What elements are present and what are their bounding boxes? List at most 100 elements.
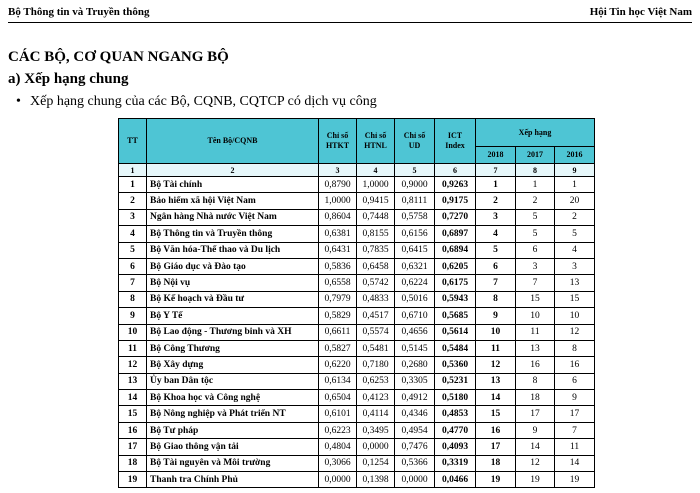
table-cell: 0,5481 [356,339,395,358]
data-row: 15 Bộ Nông nghiệp và Phát triển NT 0,6101 0… [118,405,596,423]
table-cell: 5 [475,241,516,259]
table-cell: 0,6504 [318,389,357,407]
table-cell: 9 [118,307,147,325]
table-cell: 0,5943 [434,290,476,309]
header-left: Bộ Thông tin và Truyền thông [8,6,150,18]
subsection-title: a) Xếp hạng chung [8,71,129,87]
table-cell: 0,6224 [394,274,435,292]
column-number: 6 [434,163,476,177]
table-cell: 0,5360 [434,356,476,374]
table-cell: 0,0000 [356,438,395,456]
table-cell: Bộ Thông tin và Truyền thông [146,225,319,243]
table-cell: 3 [553,257,596,276]
data-row: 7 Bộ Nội vụ 0,6558 0,5742 0,6224 0,6175 7 7 13 [118,274,596,292]
table-cell: 0,7979 [318,290,357,309]
table-cell: 1,0000 [318,192,357,210]
table-cell: 0,5366 [394,454,435,473]
table-cell: 0,8111 [394,192,435,210]
table-cell: 0,5829 [318,307,357,325]
table-cell: 0,4123 [356,389,395,407]
table-cell: 17 [475,438,516,456]
table-cell: 3 [515,257,555,276]
table-cell: 11 [515,323,555,341]
table-cell: 10 [118,323,147,341]
data-row: 14 Bộ Khoa học và Công nghệ 0,6504 0,4123 0,… [118,389,596,407]
table-cell: 1 [515,175,555,194]
column-number: 2 [146,163,319,177]
table-cell: 1 [118,175,147,194]
table-cell: 0,0466 [434,471,476,489]
data-row: 16 Bộ Tư pháp 0,6223 0,3495 0,4954 0,4770 16 9 7 [118,421,596,440]
table-cell: 17 [118,438,147,456]
header-right: Hội Tin học Việt Nam [589,6,692,18]
table-cell: 0,6175 [434,274,476,292]
table-cell: Bộ Công Thương [146,339,319,358]
table-cell: 16 [553,356,596,374]
table-cell: 2 [475,192,516,210]
table-cell: 8 [475,290,516,309]
table-cell: 0,3305 [394,372,435,391]
table-cell: 1,0000 [356,175,395,194]
table-cell: 0,4804 [318,438,357,456]
table-cell: 0,4656 [394,323,435,341]
data-row: 17 Bộ Giao thông vận tải 0,4804 0,0000 0,747… [118,438,596,456]
data-row: 4 Bộ Thông tin và Truyền thông 0,6381 0,815… [118,225,596,243]
table-cell: 0,4093 [434,438,476,456]
table-cell: 0,5685 [434,307,476,325]
table-cell: 5 [515,208,555,227]
table-cell: 15 [118,405,147,423]
data-row: 5 Bộ Văn hóa-Thể thao và Du lịch 0,6431 0,7… [118,241,596,259]
table-cell: 7 [475,274,516,292]
table-cell: 0,5145 [394,339,435,358]
table-cell: 4 [475,225,516,243]
table-cell: 18 [475,454,516,473]
table-cell: 0,6431 [318,241,357,259]
column-header: Chỉ số UD [394,118,435,164]
table-cell: 2 [118,192,147,210]
table-cell: 20 [553,192,596,210]
data-row: 3 Ngân hàng Nhà nước Việt Nam 0,8604 0,7448… [118,208,596,227]
table-cell: 18 [515,389,555,407]
table-cell: 10 [515,307,555,325]
column-header: TT [118,118,147,164]
table-cell: Bộ Tư pháp [146,421,319,440]
table-cell: 6 [475,257,516,276]
table-cell: 11 [475,339,516,358]
table-cell: 0,6253 [356,372,395,391]
table-cell: 16 [515,356,555,374]
table-cell: Bộ Giao thông vận tải [146,438,319,456]
table-cell: 8 [118,290,147,309]
table-cell: 0,0000 [394,471,435,489]
table-cell: 0,5614 [434,323,476,341]
table-cell: 18 [118,454,147,473]
table-cell: 0,7448 [356,208,395,227]
table-cell: 4 [118,225,147,243]
table-cell: Bộ Xây dựng [146,356,319,374]
table-cell: 0,6894 [434,241,476,259]
table-cell: 0,5742 [356,274,395,292]
table-cell: 15 [553,290,596,309]
table-cell: 0,3319 [434,454,476,473]
table-cell: 5 [118,241,147,259]
column-number: 4 [356,163,395,177]
table-cell: 0,4770 [434,421,476,440]
table-cell: Bộ Văn hóa-Thể thao và Du lịch [146,241,319,259]
table-cell: 0,8790 [318,175,357,194]
table-cell: 8 [553,339,596,358]
table-cell: 15 [515,290,555,309]
table-cell: 17 [515,405,555,423]
table-cell: Bộ Tài nguyên và Môi trường [146,454,319,473]
table-cell: 13 [475,372,516,391]
table-cell: 1 [475,175,516,194]
table-cell: 0,4853 [434,405,476,423]
table-cell: Bộ Giáo dục và Đào tạo [146,257,319,276]
table-cell: 3 [475,208,516,227]
table-cell: Bộ Nội vụ [146,274,319,292]
table-cell: 0,1254 [356,454,395,473]
table-cell: 0,9415 [356,192,395,210]
data-row: 13 Ủy ban Dân tộc 0,6134 0,6253 0,3305 0,5231… [118,372,596,391]
table-cell: 0,8604 [318,208,357,227]
table-cell: 13 [515,339,555,358]
column-number: 1 [118,163,147,177]
table-cell: 2 [553,208,596,227]
